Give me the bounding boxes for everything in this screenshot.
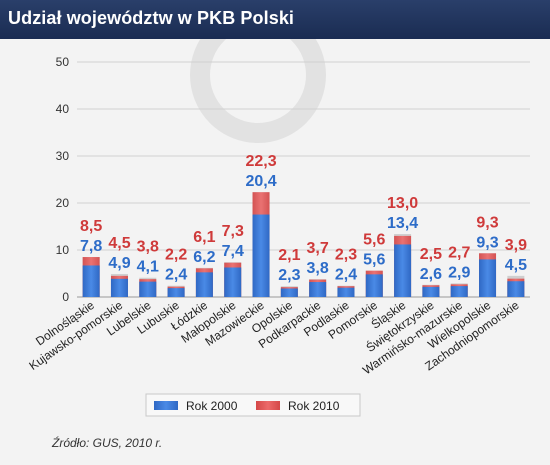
y-tick-label: 0: [62, 290, 69, 304]
legend-swatch-2000: [154, 401, 178, 410]
y-tick-label: 10: [56, 243, 70, 257]
chart-title: Udział województw w PKB Polski: [8, 8, 295, 28]
bar-2000: [450, 286, 468, 297]
value-label-2010: 6,1: [193, 229, 215, 246]
value-label-2010: 2,7: [448, 244, 470, 261]
bar-2000: [82, 265, 100, 297]
value-label-2010: 22,3: [245, 153, 276, 170]
value-label-2000: 7,4: [222, 243, 244, 260]
bar-2000: [479, 259, 497, 297]
value-label-2010: 4,5: [108, 235, 130, 252]
value-label-2000: 4,9: [108, 255, 130, 272]
value-label-2010: 3,8: [137, 239, 159, 256]
y-tick-label: 20: [56, 196, 70, 210]
bar-2000: [139, 281, 157, 297]
watermark-ring: [190, 39, 326, 143]
y-tick-label: 50: [56, 55, 70, 69]
value-label-2010: 2,5: [420, 246, 442, 263]
bar-2000: [252, 214, 270, 297]
value-label-2010: 5,6: [363, 232, 385, 249]
value-label-2010: 2,3: [335, 247, 357, 264]
value-label-2000: 2,4: [165, 267, 187, 284]
legend-swatch-2010: [256, 401, 280, 410]
legend-box: [145, 393, 361, 417]
bar-chart: 010203040507,88,5Dolnośląskie4,94,5Kujaw…: [26, 39, 530, 417]
bar-2000: [365, 274, 383, 297]
value-label-2000: 4,1: [137, 259, 159, 276]
bar-2000: [195, 272, 213, 297]
value-label-2000: 2,3: [278, 267, 300, 284]
bar-2000: [337, 287, 355, 297]
value-label-2000: 7,8: [80, 238, 102, 255]
value-label-2010: 3,7: [307, 240, 329, 257]
bar-2000: [394, 244, 412, 297]
value-label-2000: 4,5: [505, 257, 527, 274]
value-label-2000: 9,3: [476, 234, 498, 251]
value-label-2000: 2,6: [420, 266, 442, 283]
y-tick-label: 40: [56, 102, 70, 116]
bar-2000: [110, 278, 128, 297]
bar-2000: [507, 281, 525, 297]
bar-2000: [167, 288, 185, 297]
value-label-2010: 13,0: [387, 195, 418, 212]
value-label-2000: 2,9: [448, 264, 470, 281]
value-label-2000: 6,2: [193, 249, 215, 266]
value-label-2000: 20,4: [245, 173, 276, 190]
header-bar: Udział województw w PKB Polski: [0, 0, 550, 39]
bar-2000: [224, 267, 242, 297]
y-tick-label: 30: [56, 149, 70, 163]
value-label-2010: 9,3: [476, 214, 498, 231]
bar-2000: [309, 282, 327, 297]
value-label-2010: 8,5: [80, 218, 102, 235]
value-label-2000: 5,6: [363, 252, 385, 269]
bar-2000: [422, 286, 440, 297]
legend-label-2000: Rok 2000: [186, 399, 238, 413]
value-label-2010: 2,1: [278, 247, 300, 264]
value-label-2010: 3,9: [505, 237, 527, 254]
legend-label-2010: Rok 2010: [288, 399, 340, 413]
source-note: Źródło: GUS, 2010 r.: [52, 436, 163, 450]
value-label-2000: 13,4: [387, 215, 418, 232]
bar-2000: [280, 288, 298, 297]
value-label-2000: 2,4: [335, 267, 357, 284]
value-label-2000: 3,8: [307, 260, 329, 277]
value-label-2010: 7,3: [222, 223, 244, 240]
value-label-2010: 2,2: [165, 247, 187, 264]
